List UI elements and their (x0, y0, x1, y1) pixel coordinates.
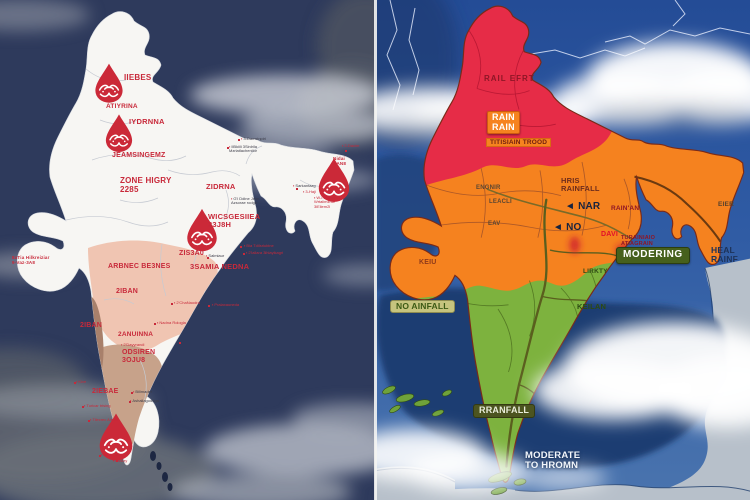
cloud-icon (240, 109, 375, 141)
cloud-icon (405, 452, 529, 492)
left-andaman-islands (150, 451, 173, 491)
right-lakshadweep-islands (382, 385, 452, 417)
left-city-markers (74, 139, 347, 462)
cloud-icon (190, 75, 375, 115)
lightning-icon (672, 0, 686, 27)
cloud-icon (533, 360, 693, 420)
right-rainfall-zones-map (375, 0, 750, 500)
cloud-icon (292, 403, 375, 433)
cloud-icon (172, 474, 352, 500)
right-india-outline (389, 5, 745, 483)
lightning-icon (604, 27, 750, 45)
northeast-ridge-line (634, 175, 722, 243)
cloud-icon (0, 0, 90, 31)
cloud-icon (657, 356, 750, 428)
cloud-icon (323, 264, 375, 286)
left-rainfall-map (0, 0, 375, 500)
left-shaded-region-central (88, 240, 218, 352)
cloud-icon (205, 424, 375, 476)
right-lower-clouds (375, 322, 750, 492)
cloud-icon (523, 466, 607, 490)
cloud-icon (593, 101, 750, 129)
panel-divider (374, 0, 377, 500)
lightning-icon (408, 7, 420, 96)
cloud-icon (0, 432, 215, 500)
